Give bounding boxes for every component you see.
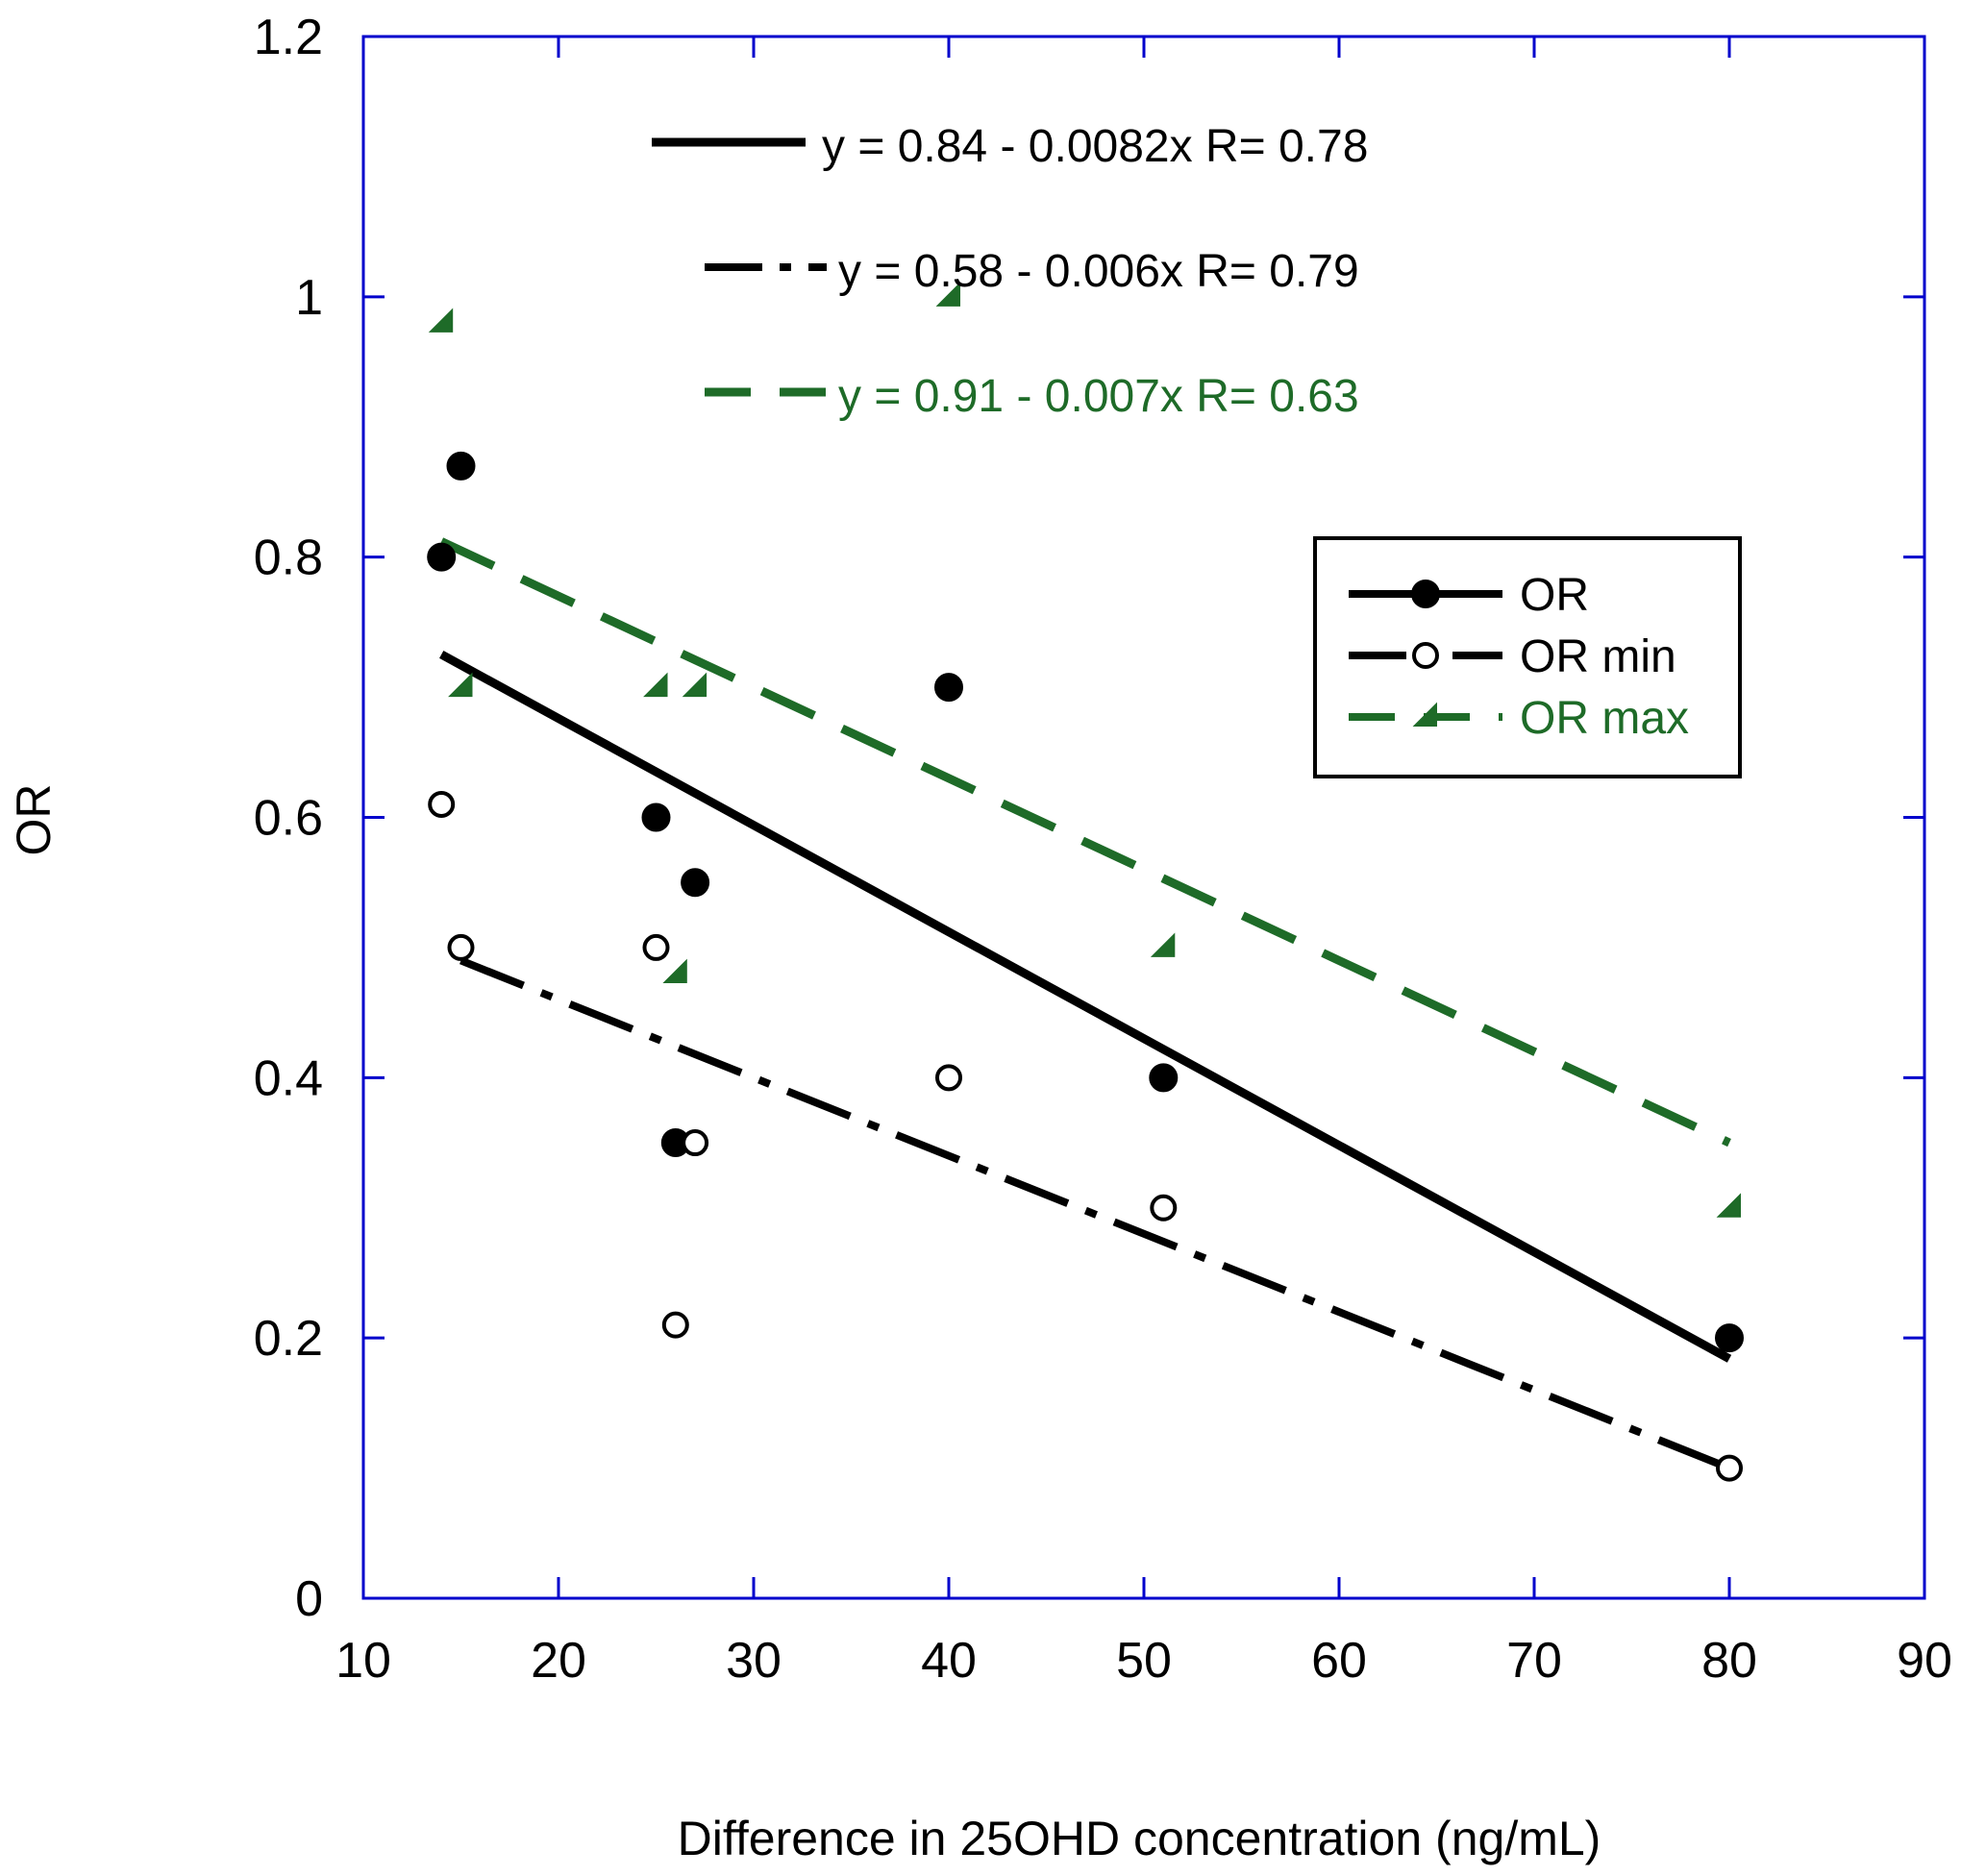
data-point-or-min	[1150, 1194, 1178, 1222]
x-tick-label: 10	[335, 1633, 391, 1689]
data-point-or-max	[643, 672, 668, 698]
data-point-or	[681, 868, 710, 898]
data-point-or	[1149, 1063, 1179, 1093]
data-point-or	[1715, 1323, 1744, 1353]
data-point-or-max	[448, 672, 473, 698]
data-point-or	[427, 542, 457, 572]
y-axis-title: OR	[7, 784, 61, 856]
data-point-or-max	[1716, 1193, 1741, 1218]
legend-marker	[1411, 580, 1440, 608]
data-point-or	[446, 451, 476, 481]
y-tick-label: 1	[295, 270, 323, 326]
legend-marker	[1412, 642, 1439, 669]
legend-label: OR max	[1520, 693, 1689, 744]
fit-line-or-max	[439, 537, 1731, 1148]
data-point-or-min	[642, 933, 670, 961]
y-tick-label: 0.2	[254, 1311, 323, 1367]
fit-line-or-min	[459, 956, 1731, 1472]
x-tick-label: 60	[1311, 1633, 1367, 1689]
data-point-or-max	[662, 958, 687, 983]
x-tick-label: 80	[1701, 1633, 1757, 1689]
x-axis-title: Difference in 25OHD concentration (ng/mL…	[678, 1812, 1601, 1865]
fit-line-or	[439, 651, 1732, 1363]
legend-label: OR	[1520, 570, 1589, 621]
data-point-or-max	[428, 308, 454, 333]
data-point-or-min	[682, 1129, 709, 1157]
x-tick-label: 50	[1116, 1633, 1172, 1689]
x-tick-label: 40	[921, 1633, 977, 1689]
y-tick-label: 0.8	[254, 531, 323, 586]
data-point-or-min	[447, 933, 475, 961]
data-point-or-min	[661, 1311, 689, 1339]
legend-marker	[1412, 702, 1437, 727]
x-tick-label: 70	[1506, 1633, 1562, 1689]
fit-equation-label: y = 0.58 - 0.006x R= 0.79	[838, 246, 1359, 297]
y-tick-label: 1.2	[254, 10, 323, 65]
data-point-or-min	[1716, 1454, 1743, 1482]
data-point-or-max	[935, 282, 960, 307]
y-tick-label: 0.4	[254, 1050, 323, 1106]
x-tick-label: 30	[726, 1633, 782, 1689]
y-tick-label: 0.6	[254, 791, 323, 847]
data-point-or-max	[1150, 932, 1176, 957]
data-point-or	[934, 673, 963, 703]
data-point-or-max	[682, 672, 707, 698]
data-point-or	[641, 802, 671, 832]
y-tick-label: 0	[295, 1571, 323, 1627]
fit-equation-label: y = 0.91 - 0.007x R= 0.63	[838, 371, 1359, 422]
data-point-or-min	[428, 790, 456, 818]
data-point-or-min	[935, 1064, 962, 1092]
fit-equation-label: y = 0.84 - 0.0082x R= 0.78	[822, 121, 1368, 172]
x-tick-label: 20	[531, 1633, 586, 1689]
legend-label: OR min	[1520, 631, 1676, 682]
x-tick-label: 90	[1897, 1633, 1952, 1689]
